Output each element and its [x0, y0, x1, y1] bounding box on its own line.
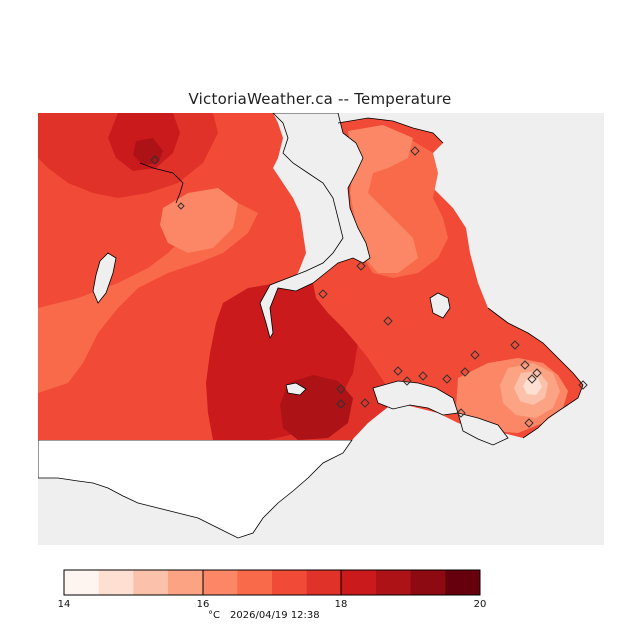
color-legend: 14 16 18 20 [58, 569, 487, 610]
station-marker [524, 418, 534, 428]
station-marker [532, 368, 542, 378]
station-marker [393, 366, 403, 376]
legend-tick-20: 20 [474, 599, 487, 610]
station-marker [442, 374, 452, 384]
legend-tick-14: 14 [58, 599, 71, 610]
station-marker [150, 155, 160, 165]
coastline-north-spit [139, 162, 184, 204]
station-marker [418, 371, 428, 381]
station-marker [578, 380, 588, 390]
coastline-east [337, 117, 584, 439]
lake-central [285, 382, 307, 396]
zone-w-light [38, 203, 258, 393]
legend-swatch [410, 570, 446, 595]
station-marker [456, 408, 466, 418]
legend-unit: °C [208, 610, 220, 621]
station-marker [460, 367, 470, 377]
lake-west [92, 252, 117, 304]
zone-nw-darkest [133, 138, 163, 165]
legend-swatch [64, 570, 100, 595]
station-marker [318, 289, 328, 299]
legend-swatch [133, 570, 169, 595]
southern-landmass [38, 439, 353, 539]
legend-swatch [272, 570, 308, 595]
station-marker [360, 398, 370, 408]
legend-tick-16: 16 [197, 599, 210, 610]
legend-swatch [237, 570, 273, 595]
station-marker [177, 202, 185, 210]
legend-swatch [341, 570, 377, 595]
station-marker [356, 261, 366, 271]
station-marker [336, 399, 346, 409]
station-marker [520, 360, 530, 370]
bay-southeast [457, 412, 509, 446]
bay-south [372, 380, 459, 416]
legend-swatch [168, 570, 204, 595]
legend-swatches [64, 570, 481, 595]
legend-swatch [306, 570, 342, 595]
legend-swatch [98, 570, 134, 595]
temperature-map [38, 113, 604, 545]
station-marker [383, 316, 393, 326]
station-marker [336, 384, 346, 394]
legend-swatch [202, 570, 238, 595]
inlet-water [259, 113, 371, 340]
weather-stations [150, 146, 588, 428]
zone-e-light2 [348, 125, 418, 273]
lake-east [429, 292, 451, 319]
station-marker [527, 374, 537, 384]
map-title: VictoriaWeather.ca -- Temperature [188, 90, 452, 108]
legend-border [63, 569, 481, 596]
station-marker [510, 340, 520, 350]
zone-east-tip-core [523, 378, 542, 395]
station-marker [470, 350, 480, 360]
timestamp: 2026/04/19 12:38 [230, 610, 320, 621]
legend-tick-18: 18 [335, 599, 348, 610]
station-marker [410, 146, 420, 156]
station-marker [402, 376, 412, 386]
legend-swatch [376, 570, 412, 595]
legend-swatch [445, 570, 481, 595]
